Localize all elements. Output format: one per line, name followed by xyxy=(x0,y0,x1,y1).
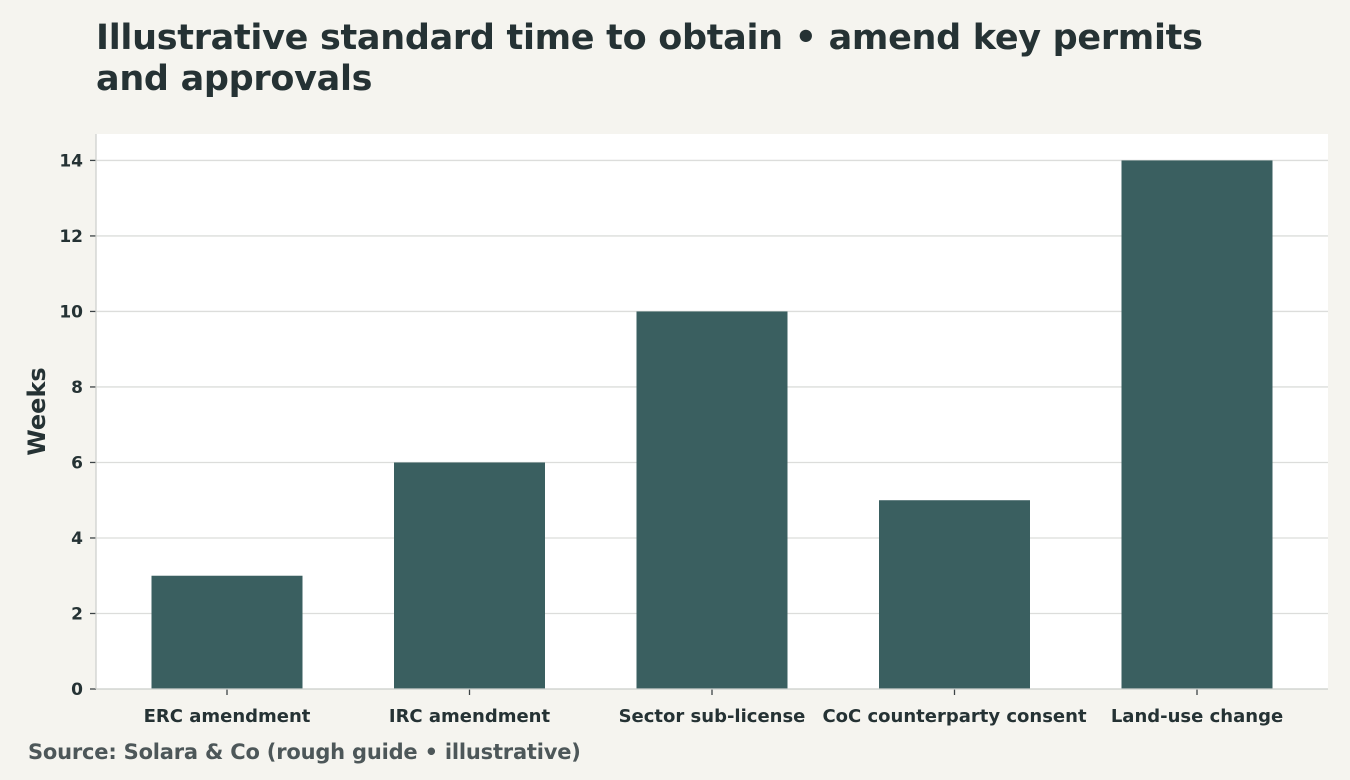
y-tick-label: 14 xyxy=(59,151,83,171)
x-tick-label: ERC amendment xyxy=(144,706,311,727)
y-tick-label: 2 xyxy=(71,604,83,624)
source-note: Source: Solara & Co (rough guide • illus… xyxy=(28,740,581,764)
y-tick-label: 0 xyxy=(71,680,83,700)
y-tick-label: 6 xyxy=(71,453,83,473)
bar xyxy=(1121,160,1273,689)
bar xyxy=(636,311,788,689)
bar xyxy=(879,500,1030,689)
y-tick-label: 8 xyxy=(71,378,83,398)
x-tick-label: CoC counterparty consent xyxy=(822,706,1087,727)
y-tick-label: 4 xyxy=(71,529,83,549)
axes: 0 2 4 6 8 10 12 14 ERC amendment IRC amendment Sec… xyxy=(59,134,1328,727)
x-tick-label: Land-use change xyxy=(1111,706,1283,727)
y-tick-label: 10 xyxy=(59,302,83,322)
bar xyxy=(394,462,545,689)
y-tick-label: 12 xyxy=(59,227,83,247)
bars xyxy=(151,160,1273,689)
chart-title: Illustrative standard time to obtain • a… xyxy=(96,18,1203,99)
x-tick-label: Sector sub-license xyxy=(619,706,806,727)
x-tick-label: IRC amendment xyxy=(389,706,551,727)
bar xyxy=(151,575,303,689)
y-axis-title: Weeks xyxy=(23,367,51,455)
